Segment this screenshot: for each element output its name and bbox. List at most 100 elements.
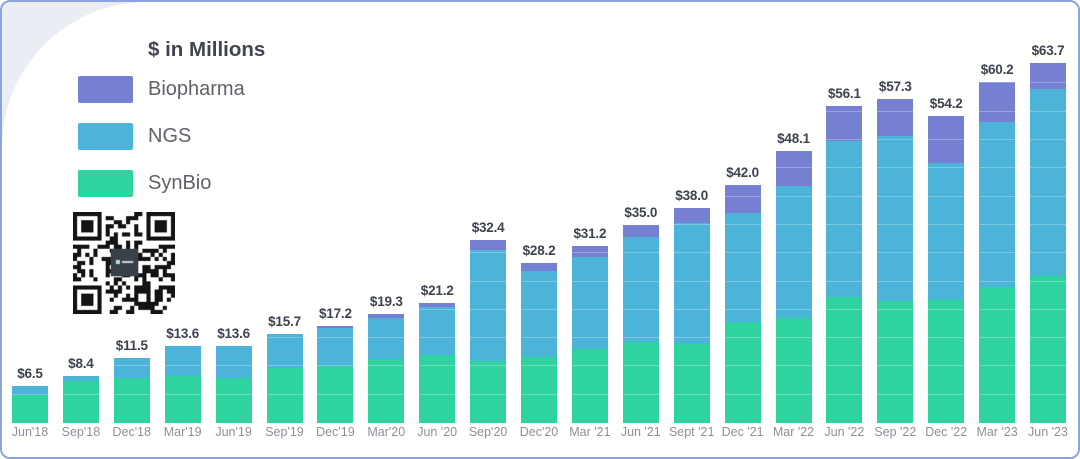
bar-group (12, 386, 48, 423)
x-axis-label: Mar'19 (163, 425, 202, 439)
bar-group (419, 303, 456, 423)
legend-item-synbio: SynBio (78, 170, 211, 197)
bar-segment-ngs (164, 346, 201, 376)
bar-group (1030, 62, 1066, 424)
bar-segment-ngs (419, 307, 456, 356)
bar-group (979, 82, 1016, 423)
bar-segment-synbio (979, 286, 1016, 423)
x-axis-label: Dec '21 (721, 425, 764, 439)
bar-segment-biopharma (979, 82, 1016, 122)
bar-segment-synbio (12, 395, 48, 423)
bar-segment-ngs (113, 357, 150, 379)
legend-label: SynBio (148, 172, 212, 194)
bar-value-label: $19.3 (369, 293, 403, 309)
bar-value-label: $63.7 (1031, 42, 1065, 58)
x-axis-label: Sep'18 (61, 425, 101, 439)
bar-group (928, 116, 965, 423)
bar-group (622, 224, 659, 423)
bar-segment-biopharma (877, 98, 914, 136)
bar-segment-biopharma (470, 239, 507, 250)
bar-value-label: $54.2 (929, 96, 963, 112)
x-axis-label: Sep'19 (265, 425, 304, 439)
qr-code (73, 212, 175, 314)
legend-label: Biopharma (148, 78, 245, 100)
bar-group (62, 375, 99, 423)
bar-value-label: $8.4 (68, 355, 94, 371)
bar-value-label: $21.2 (420, 283, 454, 298)
legend-item-ngs: NGS (78, 123, 191, 150)
bar-value-label: $32.4 (471, 219, 505, 235)
bar-group (164, 346, 201, 423)
bar-value-label: $15.7 (268, 314, 301, 330)
x-axis-label: Jun '21 (620, 425, 661, 439)
bar-segment-ngs (724, 213, 761, 322)
bar-segment-ngs (521, 270, 557, 358)
bar-segment-synbio (928, 300, 965, 423)
bar-group (266, 334, 303, 423)
bar-segment-ngs (877, 135, 914, 302)
bar-segment-biopharma (419, 303, 456, 307)
bar-value-label: $13.6 (217, 326, 250, 341)
bar-segment-ngs (215, 346, 252, 378)
bar-value-label: $38.0 (675, 187, 709, 203)
bar-segment-ngs (979, 121, 1016, 287)
x-axis-label: Jun'18 (11, 425, 49, 439)
bar-group (826, 105, 863, 423)
x-axis-label: Mar '23 (976, 425, 1018, 439)
legend-label: NGS (148, 125, 192, 147)
bar-value-label: $6.5 (17, 366, 43, 382)
bar-segment-ngs (928, 163, 965, 301)
bar-segment-biopharma (826, 105, 863, 142)
bar-value-label: $57.3 (878, 78, 912, 94)
bar-segment-synbio (673, 343, 710, 423)
chart-title: $ in Millions (148, 38, 266, 61)
bar-segment-synbio (826, 297, 863, 423)
bar-segment-synbio (266, 367, 303, 423)
bar-segment-synbio (62, 381, 99, 423)
bar-group (215, 346, 252, 423)
bar-segment-ngs (470, 249, 507, 361)
bar-segment-synbio (164, 376, 201, 423)
synbio-swatch (78, 170, 133, 197)
bar-group (571, 246, 608, 423)
bar-segment-biopharma (928, 116, 965, 164)
bar-segment-ngs (571, 256, 608, 349)
bar-segment-biopharma (368, 313, 405, 318)
bar-group (521, 263, 557, 423)
x-axis-label: Jun '22 (824, 425, 865, 439)
bar-segment-ngs (673, 223, 710, 344)
x-axis-label: Mar '22 (772, 425, 815, 439)
bar-segment-synbio (622, 342, 659, 423)
bar-segment-ngs (826, 141, 863, 298)
bar-group (113, 357, 150, 423)
x-axis-label: Sep'20 (468, 425, 508, 439)
bar-segment-biopharma (775, 150, 812, 187)
bar-segment-synbio (877, 301, 914, 423)
bar-value-label: $28.2 (522, 243, 556, 259)
bar-segment-synbio (470, 360, 507, 423)
bar-segment-biopharma (673, 207, 710, 224)
bar-segment-ngs (775, 186, 812, 318)
bar-group (877, 98, 914, 423)
x-axis-label: Dec'18 (112, 425, 152, 439)
bar-segment-synbio (215, 377, 252, 423)
bar-group (470, 239, 507, 423)
bar-value-label: $35.0 (624, 204, 658, 220)
bar-segment-synbio (368, 358, 405, 423)
x-axis-label: Dec '22 (925, 425, 968, 439)
biopharma-swatch (78, 76, 133, 103)
bar-segment-ngs (1030, 89, 1066, 277)
bar-group (368, 313, 405, 423)
bar-segment-biopharma (317, 325, 354, 328)
bar-value-label: $60.2 (980, 62, 1014, 78)
bar-segment-biopharma (622, 224, 659, 237)
bar-segment-ngs (368, 317, 405, 359)
x-axis-label: Mar'20 (367, 425, 406, 439)
bar-segment-synbio (724, 321, 761, 423)
x-axis-label: Dec'20 (519, 425, 559, 439)
bar-value-label: $56.1 (827, 85, 861, 101)
bar-segment-synbio (775, 317, 812, 423)
bar-group (673, 207, 710, 423)
bar-segment-ngs (317, 327, 354, 367)
bar-value-label: $31.2 (573, 226, 607, 242)
